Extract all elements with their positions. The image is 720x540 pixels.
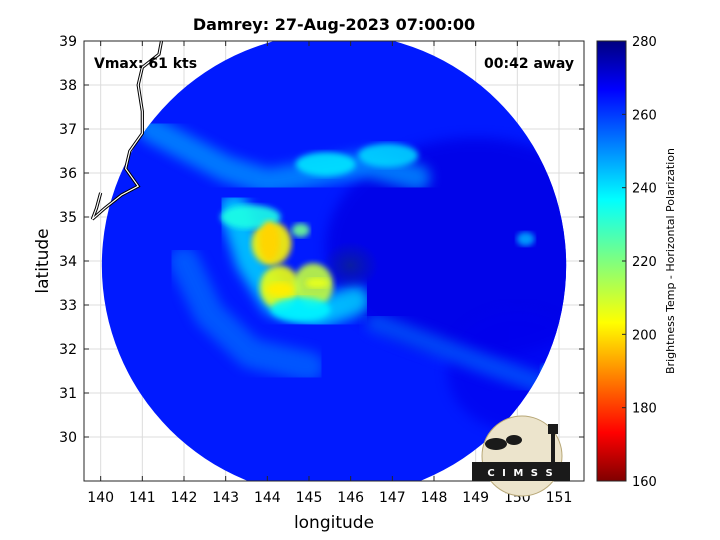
colorbar-gradient <box>596 40 627 482</box>
coastline-line <box>91 41 163 220</box>
feature-rainband <box>270 297 331 322</box>
x-tick-label: 144 <box>254 490 281 506</box>
y-tick-label: 33 <box>59 298 77 314</box>
x-tick-label: 142 <box>171 490 198 506</box>
eyewall-core <box>305 278 330 288</box>
x-tick-label: 149 <box>462 490 489 506</box>
y-tick-label: 39 <box>59 34 77 50</box>
x-tick-label: 151 <box>546 490 573 506</box>
x-tick-label: 146 <box>337 490 364 506</box>
feature-cell <box>516 232 535 246</box>
feature-rainband <box>358 143 419 168</box>
y-tick-label: 37 <box>59 122 77 138</box>
x-tick-label: 143 <box>212 490 239 506</box>
y-tick-label: 38 <box>59 78 77 94</box>
x-tick-label: 141 <box>129 490 156 506</box>
time-offset-annotation: 00:42 away <box>484 56 574 72</box>
warm-region <box>325 137 567 358</box>
storm-eye <box>322 241 379 290</box>
y-axis-ticks: 30 31 32 33 34 35 36 37 38 39 <box>59 34 584 446</box>
x-tick-label: 148 <box>421 490 448 506</box>
y-tick-label: 32 <box>59 342 77 358</box>
x-tick-label: 145 <box>296 490 323 506</box>
logo-tower-leg <box>551 434 555 462</box>
rainband-path <box>169 246 324 382</box>
colorbar-tick-label: 220 <box>632 255 657 270</box>
y-tick-label: 30 <box>59 430 77 446</box>
chart-title: Damrey: 27-Aug-2023 07:00:00 <box>193 15 475 34</box>
colorbar-tick-label: 280 <box>632 35 657 50</box>
feature-rainband <box>295 152 356 177</box>
swath-detail <box>137 116 567 431</box>
y-tick-label: 31 <box>59 386 77 402</box>
colorbar-tick-label: 260 <box>632 108 657 123</box>
y-tick-label: 35 <box>59 210 77 226</box>
eyewall-core <box>265 282 294 297</box>
colorbar-tick-label: 180 <box>632 402 657 417</box>
logo-text: C I M S S <box>487 468 554 479</box>
microwave-swath <box>101 41 567 481</box>
vmax-annotation: Vmax: 61 kts <box>94 56 197 72</box>
coastline <box>90 41 164 221</box>
rainband-path <box>365 312 553 395</box>
colorbar-tick-label: 160 <box>632 475 657 490</box>
logo-dish <box>485 438 507 450</box>
logo-band <box>472 462 570 481</box>
colorbar-tick-label: 200 <box>632 328 657 343</box>
colorbar-ticks: 160 180 200 220 240 260 280 <box>622 35 657 490</box>
y-axis-label: latitude <box>33 228 53 293</box>
x-axis-ticks: 140 141 142 143 144 145 146 147 148 149 150 151 <box>87 41 572 506</box>
cimss-logo: C I M S S <box>472 415 570 497</box>
logo-dish <box>506 435 522 445</box>
x-axis-label: longitude <box>294 513 374 533</box>
rainband-path <box>137 116 431 195</box>
y-tick-label: 34 <box>59 254 77 270</box>
colorbar-tick-label: 240 <box>632 182 657 197</box>
x-tick-label: 147 <box>379 490 406 506</box>
feature-cell <box>291 223 310 238</box>
logo-tower-tank <box>548 424 558 434</box>
x-tick-label: 140 <box>87 490 114 506</box>
colorbar-label: Brightness Temp - Horizontal Polarizatio… <box>664 148 677 374</box>
plot-area: 140 141 142 143 144 145 146 147 148 149 150 151 303… <box>59 34 585 506</box>
colorbar: 160 180 200 220 240 260 280 Brightness Temp - … <box>596 35 677 490</box>
eyewall-core <box>259 221 280 262</box>
y-tick-label: 36 <box>59 166 77 182</box>
